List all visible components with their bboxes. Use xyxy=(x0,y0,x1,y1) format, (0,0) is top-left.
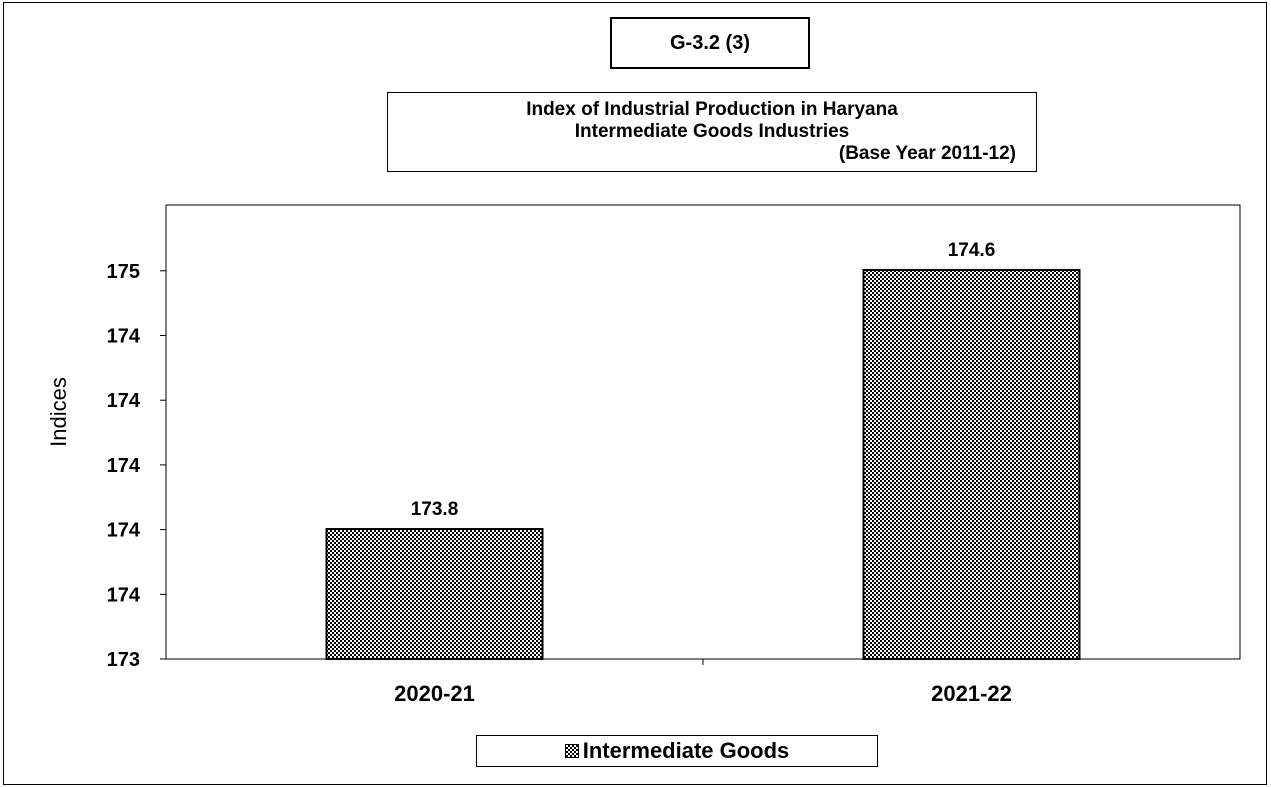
y-tick-label: 174 xyxy=(107,390,141,412)
bar-2021-22 xyxy=(862,269,1081,660)
legend-swatch xyxy=(564,744,579,758)
y-tick-label: 174 xyxy=(107,326,141,348)
legend: Intermediate Goods xyxy=(476,735,878,767)
x-tick-label: 2020-21 xyxy=(394,681,475,706)
y-tick-label: 174 xyxy=(107,520,141,542)
y-tick-label: 174 xyxy=(107,455,141,477)
y-tick-label: 174 xyxy=(107,584,141,606)
figure-id-label: G-3.2 (3) xyxy=(610,17,810,69)
chart-title-line-2: Intermediate Goods Industries xyxy=(574,121,850,142)
x-tick-label: 2021-22 xyxy=(931,681,1012,706)
chart-title-line-1: Index of Industrial Production in Haryan… xyxy=(526,99,898,120)
data-label: 174.6 xyxy=(948,240,996,261)
chart-title-box: Index of Industrial Production in Haryan… xyxy=(387,92,1037,172)
y-tick-label: 175 xyxy=(107,261,140,283)
y-tick-label: 173 xyxy=(107,649,140,671)
bar-2020-21 xyxy=(325,528,544,660)
chart-subtitle: (Base Year 2011-12) xyxy=(838,143,1016,164)
legend-label: Intermediate Goods xyxy=(582,738,790,763)
data-label: 173.8 xyxy=(411,499,459,520)
